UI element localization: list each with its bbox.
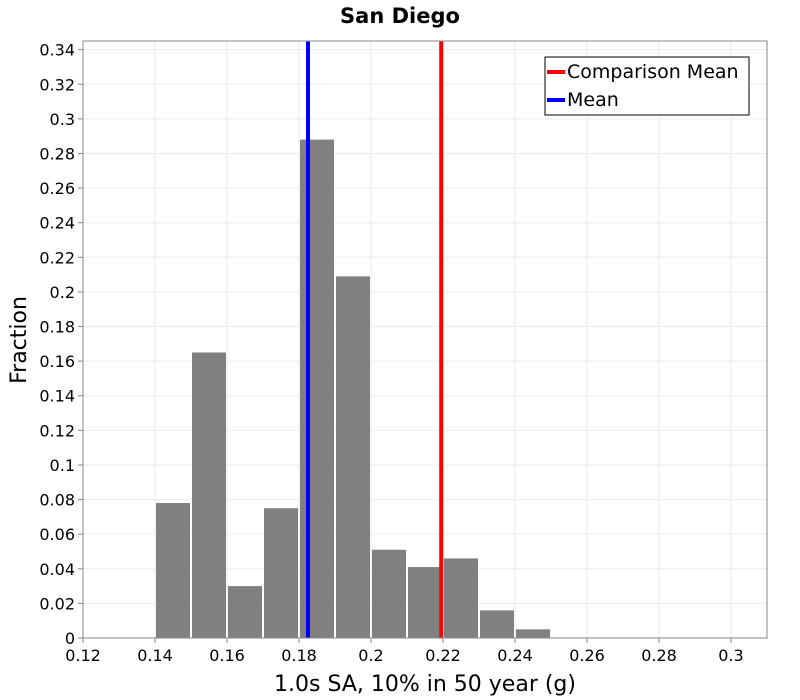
y-tick-label: 0.08 bbox=[39, 491, 75, 510]
x-tick-label: 0.22 bbox=[425, 646, 461, 665]
histogram-bar bbox=[156, 503, 190, 638]
x-tick-label: 0.2 bbox=[358, 646, 383, 665]
y-tick-label: 0.34 bbox=[39, 41, 75, 60]
y-tick-label: 0.12 bbox=[39, 421, 75, 440]
x-axis-label: 1.0s SA, 10% in 50 year (g) bbox=[274, 672, 576, 697]
histogram-bar bbox=[516, 629, 550, 638]
y-tick-label: 0 bbox=[65, 629, 75, 648]
histogram-bar bbox=[336, 276, 370, 638]
y-tick-label: 0.32 bbox=[39, 75, 75, 94]
x-tick-label: 0.16 bbox=[209, 646, 245, 665]
histogram-bar bbox=[480, 610, 514, 638]
chart-title: San Diego bbox=[340, 4, 460, 28]
y-tick-label: 0.28 bbox=[39, 144, 75, 163]
plot-frame bbox=[82, 40, 768, 639]
x-tick-label: 0.14 bbox=[137, 646, 173, 665]
legend-box bbox=[544, 56, 750, 116]
histogram-bar bbox=[192, 352, 226, 638]
legend-label-comparison-mean: Comparison Mean bbox=[567, 61, 739, 83]
y-tick-label: 0.26 bbox=[39, 179, 75, 198]
y-tick-label: 0.3 bbox=[50, 110, 75, 129]
y-tick-label: 0.02 bbox=[39, 594, 75, 613]
histogram-bars bbox=[156, 139, 550, 639]
histogram-bar bbox=[300, 139, 334, 639]
y-tick-label: 0.22 bbox=[39, 248, 75, 267]
y-tick-label: 0.06 bbox=[39, 525, 75, 544]
y-tick-label: 0.14 bbox=[39, 387, 75, 406]
x-tick-label: 0.28 bbox=[641, 646, 677, 665]
x-tick-label: 0.18 bbox=[281, 646, 317, 665]
x-tick-label: 0.3 bbox=[718, 646, 743, 665]
x-tick-label: 0.12 bbox=[65, 646, 101, 665]
y-axis-ticks: 0 0.02 0.04 0.06 0.08 0.1 0.12 0.14 0.16 0.18 0.2 0… bbox=[39, 41, 83, 648]
y-tick-label: 0.16 bbox=[39, 352, 75, 371]
histogram-bar bbox=[408, 567, 442, 638]
y-tick-label: 0.18 bbox=[39, 318, 75, 337]
legend-label-mean: Mean bbox=[567, 89, 619, 111]
histogram-bar bbox=[228, 586, 262, 638]
legend: Comparison Mean Mean bbox=[544, 56, 750, 116]
y-tick-label: 0.1 bbox=[50, 456, 75, 475]
x-axis-ticks: 0.12 0.14 0.16 0.18 0.2 0.22 0.24 0.26 0.28 0.3 bbox=[65, 638, 744, 665]
y-tick-label: 0.2 bbox=[50, 283, 75, 302]
y-axis-label: Fraction bbox=[7, 296, 32, 384]
x-tick-label: 0.24 bbox=[497, 646, 533, 665]
y-tick-label: 0.24 bbox=[39, 214, 75, 233]
histogram-bar bbox=[372, 549, 406, 638]
histogram-bar bbox=[444, 558, 478, 638]
x-tick-label: 0.26 bbox=[569, 646, 605, 665]
histogram-bar bbox=[264, 508, 298, 638]
y-tick-label: 0.04 bbox=[39, 560, 75, 579]
mean-lines bbox=[306, 41, 444, 638]
